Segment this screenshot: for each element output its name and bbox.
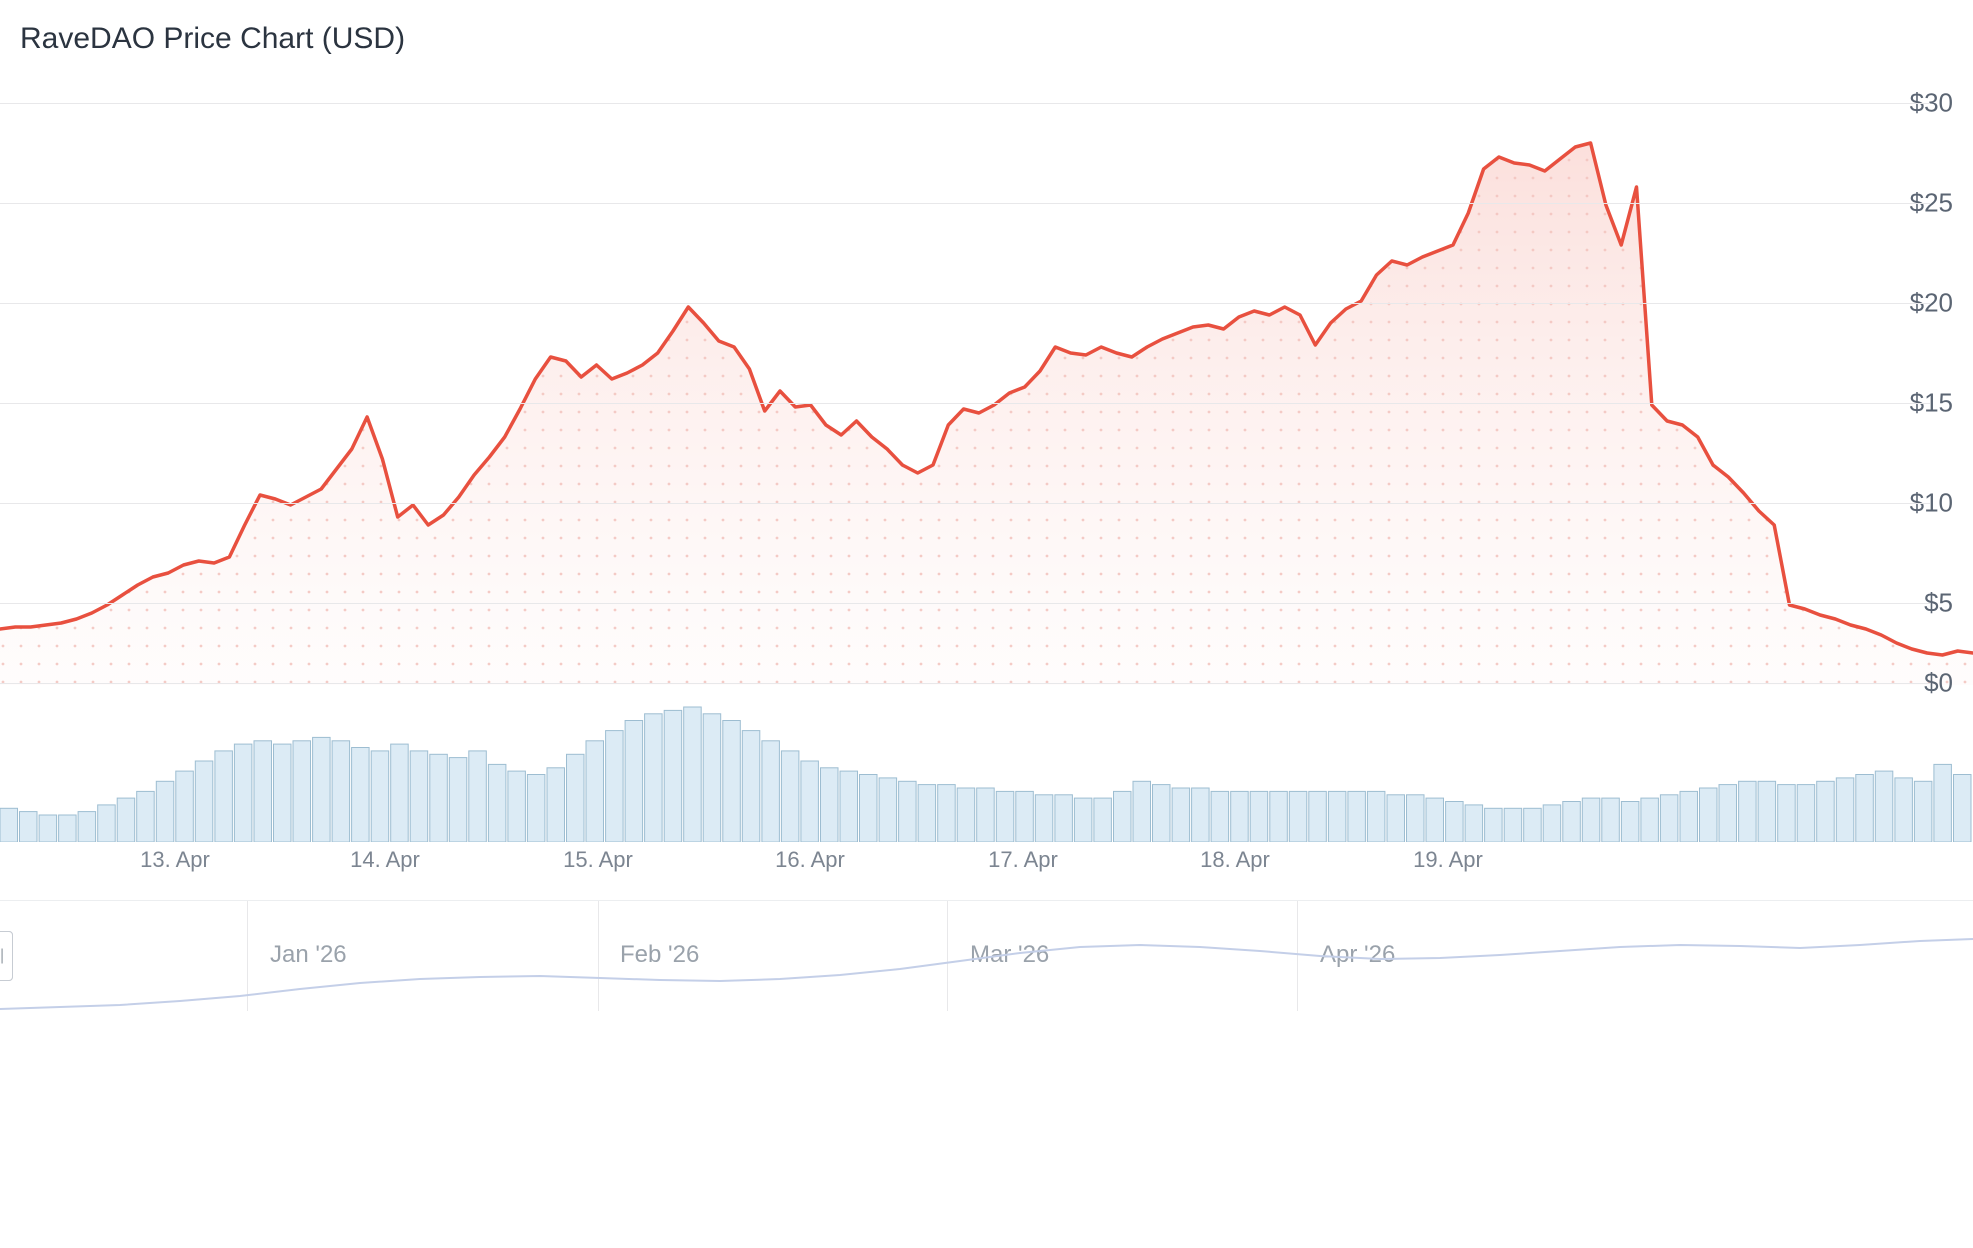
chart-title: RaveDAO Price Chart (USD) — [20, 22, 405, 56]
x-tick-4: 17. Apr — [988, 847, 1058, 873]
range-selector-panel: Jan '26 Feb '26 Mar '26 Apr '26 || || — [0, 900, 1973, 1248]
gridline-15 — [0, 403, 1930, 404]
x-tick-6: 19. Apr — [1413, 847, 1483, 873]
main-chart-area: $30 $25 $20 $15 $10 $5 $0 — [0, 85, 1973, 685]
gridline-30 — [0, 103, 1930, 104]
gridline-10 — [0, 503, 1930, 504]
volume-chart-area — [0, 697, 1973, 842]
x-tick-0: 13. Apr — [140, 847, 210, 873]
range-handle-right[interactable]: || — [0, 931, 13, 981]
volume-bar-chart — [0, 697, 1973, 842]
gridline-25 — [0, 203, 1930, 204]
x-axis-labels: 13. Apr 14. Apr 15. Apr 16. Apr 17. Apr … — [0, 847, 1973, 877]
range-track: Jan '26 Feb '26 Mar '26 Apr '26 || || — [0, 901, 1973, 1011]
x-tick-1: 14. Apr — [350, 847, 420, 873]
gridline-0 — [0, 683, 1930, 684]
gridline-5 — [0, 603, 1930, 604]
y-axis-labels: $30 $25 $20 $15 $10 $5 $0 — [1853, 85, 1963, 685]
x-tick-5: 18. Apr — [1200, 847, 1270, 873]
x-tick-3: 16. Apr — [775, 847, 845, 873]
gridline-20 — [0, 303, 1930, 304]
range-mini-chart — [0, 901, 1973, 1011]
price-line-chart — [0, 85, 1973, 685]
x-tick-2: 15. Apr — [563, 847, 633, 873]
price-chart-page: RaveDAO Price Chart (USD) $30 $25 $20 $1… — [0, 0, 1973, 1248]
